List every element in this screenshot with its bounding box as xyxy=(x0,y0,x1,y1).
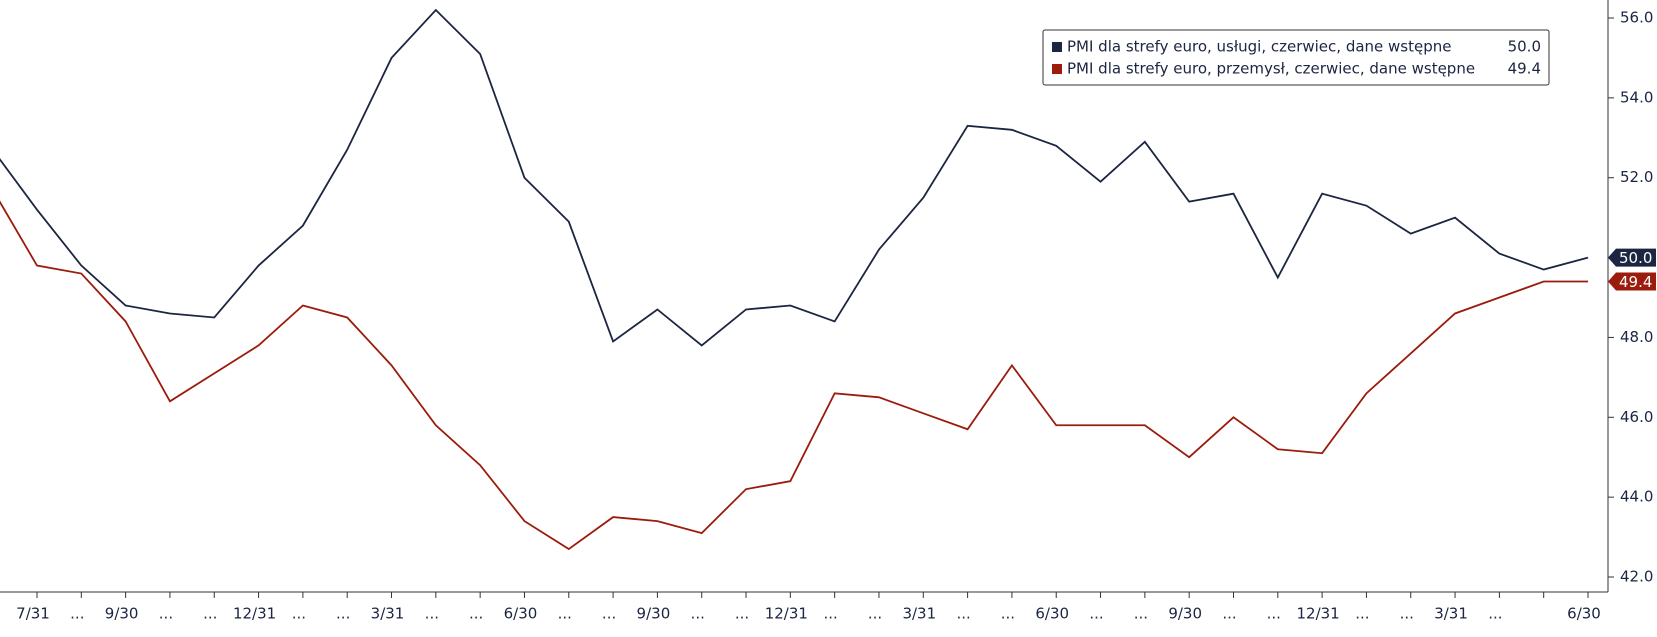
y-tick-label: 56.0 xyxy=(1620,9,1653,27)
x-tick-label: ... xyxy=(735,605,749,623)
x-tick-label: ... xyxy=(868,605,882,623)
x-tick-label: 7/31 xyxy=(16,605,50,623)
y-tick-label: 52.0 xyxy=(1620,168,1653,186)
x-tick-label: ... xyxy=(469,605,483,623)
x-tick-label: ... xyxy=(1089,605,1103,623)
x-tick-label: ... xyxy=(602,605,616,623)
value-tag-label: 49.4 xyxy=(1619,273,1652,291)
y-tick-label: 42.0 xyxy=(1620,568,1653,586)
x-tick-label: 9/30 xyxy=(637,605,671,623)
value-tag xyxy=(1608,248,1656,267)
x-tick-label: 3/31 xyxy=(902,605,936,623)
x-tick-label: ... xyxy=(203,605,217,623)
plot-area xyxy=(0,8,1589,551)
x-tick-label: 3/31 xyxy=(1434,605,1468,623)
x-tick-label: 12/31 xyxy=(765,605,808,623)
x-tick-label: ... xyxy=(159,605,173,623)
legend-box xyxy=(1042,29,1550,86)
x-tick-label: ... xyxy=(558,605,572,623)
x-tick-label: ... xyxy=(336,605,350,623)
x-tick-label: 6/30 xyxy=(1567,605,1601,623)
y-tick-label: 48.0 xyxy=(1620,328,1653,346)
x-tick-label: ... xyxy=(1355,605,1369,623)
x-tick-label: 6/30 xyxy=(1035,605,1069,623)
x-tick-label: ... xyxy=(1400,605,1414,623)
value-tag-label: 50.0 xyxy=(1619,249,1652,267)
x-tick-label: 12/31 xyxy=(1296,605,1339,623)
legend-swatch xyxy=(1052,42,1062,52)
x-tick-label: ... xyxy=(956,605,970,623)
legend-swatch xyxy=(1052,64,1062,74)
line-series xyxy=(0,8,1589,347)
y-tick-label: 54.0 xyxy=(1620,88,1653,106)
x-tick-label: ... xyxy=(1267,605,1281,623)
legend-value: 50.0 xyxy=(1508,38,1541,56)
legend: PMI dla strefy euro, usługi, czerwiec, d… xyxy=(1042,29,1550,86)
x-tick-label: ... xyxy=(824,605,838,623)
y-tick-label: 46.0 xyxy=(1620,408,1653,426)
x-tick-label: ... xyxy=(292,605,306,623)
x-tick-label: 9/30 xyxy=(1168,605,1202,623)
x-tick-label: 6/30 xyxy=(504,605,538,623)
x-tick-label: ... xyxy=(425,605,439,623)
x-tick-label: ... xyxy=(691,605,705,623)
x-tick-label: ... xyxy=(1134,605,1148,623)
x-tick-label: 9/30 xyxy=(105,605,139,623)
legend-label: PMI dla strefy euro, przemysł, czerwiec,… xyxy=(1067,60,1475,78)
x-tick-label: ... xyxy=(1222,605,1236,623)
x-tick-label: ... xyxy=(1488,605,1502,623)
x-tick-label: ... xyxy=(1001,605,1015,623)
legend-value: 49.4 xyxy=(1508,60,1541,78)
x-tick-label: 12/31 xyxy=(233,605,276,623)
legend-label: PMI dla strefy euro, usługi, czerwiec, d… xyxy=(1067,38,1452,56)
x-tick-label: ... xyxy=(70,605,84,623)
y-tick-label: 44.0 xyxy=(1620,488,1653,506)
value-tag xyxy=(1608,272,1656,291)
x-tick-label: 3/31 xyxy=(371,605,405,623)
line-series xyxy=(0,200,1588,551)
